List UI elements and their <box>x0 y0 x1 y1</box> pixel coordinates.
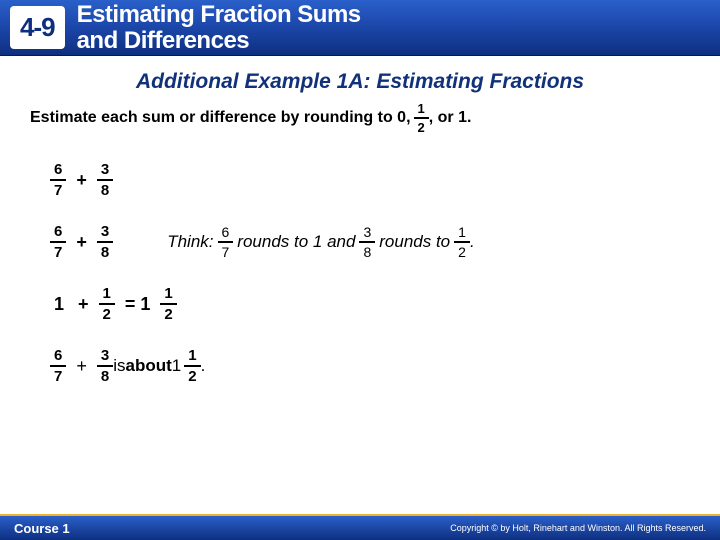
frac-denominator: 8 <box>359 241 375 259</box>
frac-denominator: 2 <box>184 365 200 384</box>
frac-numerator: 1 <box>99 286 115 303</box>
title-line-2: and Differences <box>77 27 250 54</box>
footer-course: Course 1 <box>14 521 70 536</box>
fraction-6-7: 6 7 <box>50 162 66 198</box>
frac-denominator: 7 <box>50 365 66 384</box>
think-mid2: rounds to <box>379 232 450 252</box>
plus-operator: + <box>76 356 87 377</box>
equals-result: = 1 <box>125 294 151 315</box>
frac-numerator: 1 <box>454 225 470 241</box>
title-line-1: Estimating Fraction Sums <box>77 1 361 28</box>
lesson-badge: 4-9 <box>10 6 65 49</box>
plus-operator: + <box>78 294 89 315</box>
fraction-3-8: 3 8 <box>97 162 113 198</box>
header-bar: 4-9 Estimating Fraction Sums and Differe… <box>0 0 720 56</box>
plus-operator: + <box>76 170 87 191</box>
answer-period: . <box>201 356 206 376</box>
frac-numerator: 1 <box>184 348 200 365</box>
instruction-part1: Estimate each sum or difference by round… <box>30 109 411 127</box>
think-hint: Think: 6 7 rounds to 1 and 3 8 rounds to… <box>163 225 474 259</box>
fraction-1-2: 1 2 <box>99 286 115 322</box>
work-area: 6 7 + 3 8 6 7 + 3 8 Think: 6 <box>30 158 690 388</box>
header-title: Estimating Fraction Sums and Differences <box>77 2 361 52</box>
frac-numerator: 6 <box>50 348 66 365</box>
frac-numerator: 1 <box>414 102 429 117</box>
expression-line-2: 6 7 + 3 8 Think: 6 7 rounds to 1 and 3 8… <box>50 220 690 264</box>
frac-denominator: 7 <box>218 241 234 259</box>
footer-copyright: Copyright © by Holt, Rinehart and Winsto… <box>450 523 706 533</box>
plus-operator: + <box>76 232 87 253</box>
instruction-fraction: 1 2 <box>414 102 429 134</box>
frac-denominator: 8 <box>97 365 113 384</box>
frac-denominator: 2 <box>454 241 470 259</box>
content-area: Additional Example 1A: Estimating Fracti… <box>0 56 720 388</box>
frac-numerator: 3 <box>97 224 113 241</box>
answer-one: 1 <box>172 356 181 376</box>
instruction-text: Estimate each sum or difference by round… <box>30 102 690 134</box>
frac-denominator: 7 <box>50 179 66 198</box>
answer-is: is <box>113 356 125 376</box>
fraction-3-8: 3 8 <box>97 348 113 384</box>
think-prefix: Think: <box>167 232 213 252</box>
think-mid1: rounds to 1 and <box>237 232 355 252</box>
frac-numerator: 3 <box>97 162 113 179</box>
frac-denominator: 8 <box>97 179 113 198</box>
expression-line-1: 6 7 + 3 8 <box>50 158 690 202</box>
answer-line: 6 7 + 3 8 is about 1 1 2 . <box>50 344 690 388</box>
fraction-1-2: 1 2 <box>454 225 470 259</box>
compute-line: 1 + 1 2 = 1 1 2 <box>50 282 690 326</box>
think-suffix: . <box>470 232 475 252</box>
fraction-6-7: 6 7 <box>218 225 234 259</box>
fraction-1-2: 1 2 <box>160 286 176 322</box>
instruction-part2: , or 1. <box>429 109 472 127</box>
frac-denominator: 8 <box>97 241 113 260</box>
answer-about: about <box>125 356 171 376</box>
frac-denominator: 2 <box>160 303 176 322</box>
frac-numerator: 1 <box>160 286 176 303</box>
fraction-6-7: 6 7 <box>50 348 66 384</box>
frac-numerator: 6 <box>218 225 234 241</box>
fraction-3-8: 3 8 <box>359 225 375 259</box>
whole-1: 1 <box>50 294 68 315</box>
fraction-3-8: 3 8 <box>97 224 113 260</box>
fraction-1-2: 1 2 <box>184 348 200 384</box>
frac-denominator: 2 <box>414 117 429 134</box>
fraction-6-7: 6 7 <box>50 224 66 260</box>
frac-numerator: 6 <box>50 224 66 241</box>
frac-numerator: 6 <box>50 162 66 179</box>
frac-denominator: 7 <box>50 241 66 260</box>
footer-bar: Course 1 Copyright © by Holt, Rinehart a… <box>0 514 720 540</box>
frac-denominator: 2 <box>99 303 115 322</box>
frac-numerator: 3 <box>97 348 113 365</box>
example-subtitle: Additional Example 1A: Estimating Fracti… <box>30 70 690 94</box>
frac-numerator: 3 <box>359 225 375 241</box>
